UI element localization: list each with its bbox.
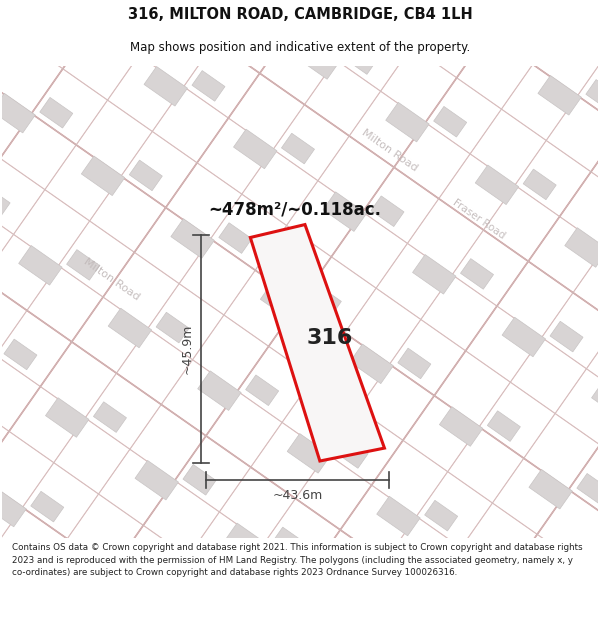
Text: Milton Road: Milton Road [82,256,141,302]
Polygon shape [31,491,64,522]
Polygon shape [245,375,278,406]
Polygon shape [475,165,518,204]
Polygon shape [514,563,547,594]
Polygon shape [192,71,225,101]
Polygon shape [296,39,340,79]
Polygon shape [386,102,429,142]
Polygon shape [156,312,189,343]
Polygon shape [439,407,483,446]
Text: ~45.9m: ~45.9m [180,324,193,374]
Polygon shape [565,228,600,268]
Text: ~478m²/~0.118ac.: ~478m²/~0.118ac. [209,201,382,219]
Polygon shape [197,371,241,411]
Polygon shape [550,321,583,352]
Polygon shape [502,318,545,357]
Polygon shape [0,93,35,133]
Polygon shape [529,469,572,509]
Polygon shape [487,411,520,441]
Polygon shape [135,461,178,500]
Polygon shape [523,169,556,200]
Polygon shape [55,4,98,43]
Text: Contains OS data © Crown copyright and database right 2021. This information is : Contains OS data © Crown copyright and d… [12,544,583,577]
Polygon shape [0,488,26,527]
Polygon shape [466,559,509,599]
Polygon shape [219,222,252,253]
Polygon shape [67,249,100,280]
Polygon shape [448,13,492,52]
Polygon shape [344,44,377,74]
Polygon shape [260,281,304,321]
Polygon shape [335,438,368,468]
Polygon shape [183,464,216,495]
Polygon shape [272,527,305,558]
Text: 316: 316 [307,328,353,348]
Polygon shape [538,76,581,115]
Polygon shape [19,246,62,285]
Polygon shape [377,496,420,536]
Polygon shape [460,259,494,289]
Text: 316, MILTON ROAD, CAMBRIDGE, CB4 1LH: 316, MILTON ROAD, CAMBRIDGE, CB4 1LH [128,7,472,22]
Polygon shape [82,156,125,196]
Polygon shape [171,219,214,258]
Polygon shape [233,129,277,169]
Polygon shape [496,17,529,48]
Polygon shape [371,196,404,226]
Polygon shape [413,254,456,294]
Polygon shape [144,66,187,106]
Polygon shape [287,434,331,473]
Polygon shape [103,8,136,39]
Polygon shape [120,554,154,584]
Polygon shape [425,501,458,531]
Polygon shape [398,348,431,379]
Text: Map shows position and indicative extent of the property.: Map shows position and indicative extent… [130,41,470,54]
Polygon shape [4,339,37,370]
Polygon shape [434,106,467,137]
Polygon shape [108,308,152,348]
Polygon shape [129,160,163,191]
Polygon shape [73,550,116,589]
Polygon shape [250,224,385,461]
Polygon shape [592,380,600,419]
Text: Milton Road: Milton Road [359,127,419,173]
Polygon shape [323,192,367,231]
Polygon shape [40,98,73,128]
Polygon shape [577,474,600,504]
Polygon shape [94,402,127,432]
Polygon shape [350,344,394,384]
Polygon shape [281,133,314,164]
Text: ~43.6m: ~43.6m [272,489,323,502]
Text: Fraser Road: Fraser Road [451,198,507,241]
Polygon shape [224,523,268,562]
Polygon shape [46,398,89,437]
Polygon shape [308,286,341,316]
Polygon shape [0,187,10,218]
Polygon shape [586,79,600,110]
